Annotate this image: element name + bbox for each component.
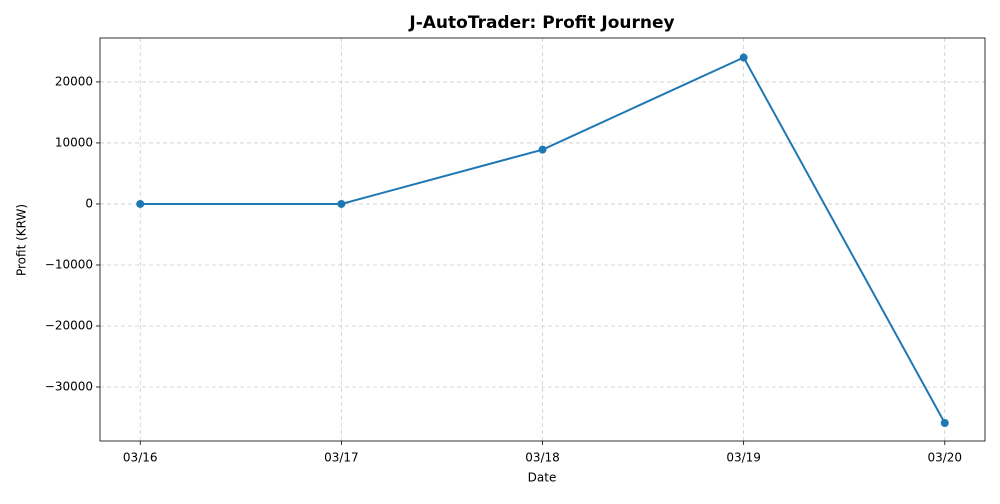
y-tick-label: −20000 — [45, 318, 93, 332]
x-axis-label: Date — [528, 471, 557, 485]
x-tick-label: 03/19 — [726, 451, 761, 465]
x-tick-label: 03/17 — [324, 451, 359, 465]
x-tick-label: 03/20 — [927, 451, 962, 465]
data-point — [136, 199, 145, 208]
data-point — [538, 145, 547, 154]
data-point — [940, 419, 949, 428]
data-point — [739, 53, 748, 62]
y-tick-label: 10000 — [55, 135, 93, 149]
x-tick-label: 03/18 — [525, 451, 560, 465]
plot-frame — [99, 37, 986, 442]
y-tick-label: 0 — [85, 196, 93, 210]
x-tick-label: 03/16 — [123, 451, 158, 465]
y-tick-label: 20000 — [55, 74, 93, 88]
data-point — [337, 199, 346, 208]
chart-title: J-AutoTrader: Profit Journey — [408, 13, 674, 33]
y-tick-label: −10000 — [45, 257, 93, 271]
y-axis-label: Profit (KRW) — [15, 204, 29, 276]
y-tick-label: −30000 — [45, 380, 93, 394]
